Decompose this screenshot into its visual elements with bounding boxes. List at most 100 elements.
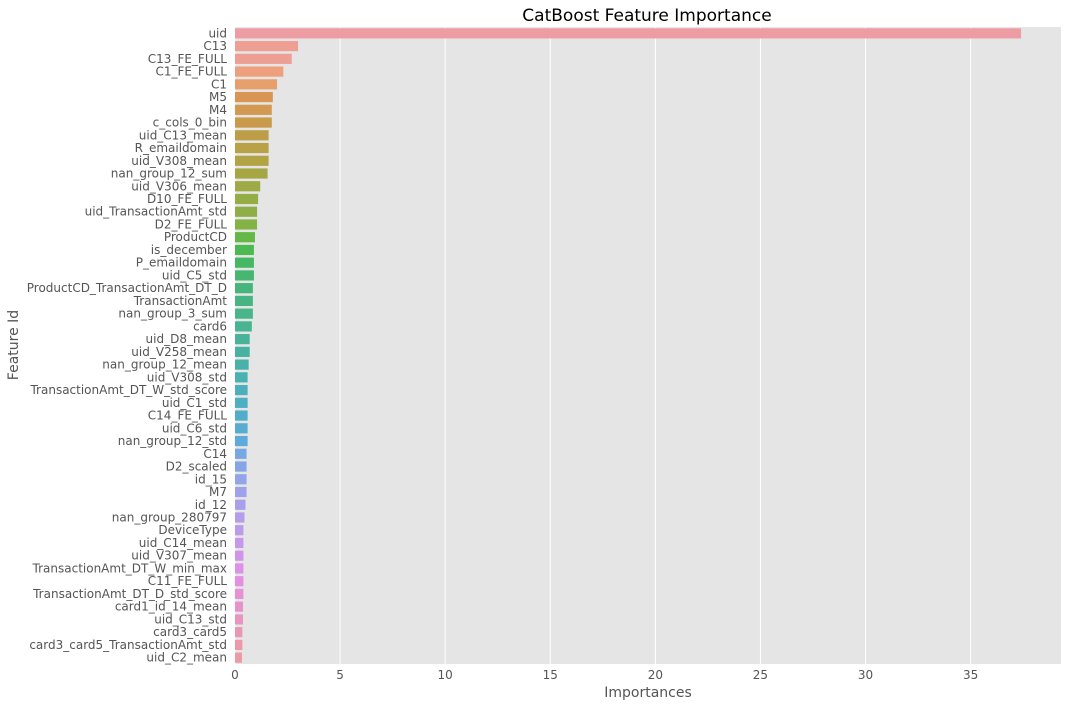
y-tick-label: C1_FE_FULL [155,65,227,79]
y-tick-label: card6 [193,319,227,333]
y-tick-label: TransactionAmt [133,294,228,308]
bar-uid_V307_mean [235,550,244,561]
bar-C1 [235,79,278,90]
y-tick-label: C11_FE_FULL [148,574,228,588]
y-tick-label: C13 [203,39,227,53]
y-tick-label: C14 [203,447,227,461]
y-tick-label: nan_group_12_std [118,434,227,448]
y-tick-label: nan_group_12_sum [111,167,227,181]
x-tick-label: 35 [963,668,978,682]
bar-card3_card5_TransactionAmt_std [235,639,243,650]
bar-uid_V308_mean [235,155,269,166]
x-tick-label: 25 [753,668,768,682]
y-tick-label: ProductCD_TransactionAmt_DT_D [27,281,227,295]
y-tick-label: D2_FE_FULL [155,217,228,231]
y-tick-label: uid_V306_mean [131,179,227,193]
bar-uid_D8_mean [235,334,250,345]
y-tick-label: uid_C14_mean [139,536,227,550]
y-tick-label: R_emaildomain [135,141,227,155]
y-tick-label: TransactionAmt_DT_W_min_max [32,561,227,575]
bar-DeviceType [235,525,244,536]
x-tick-label: 30 [858,668,873,682]
bar-is_december [235,244,254,256]
x-tick-label: 0 [231,668,239,682]
bar-C13 [235,41,299,52]
bar-nan_group_12_std [235,435,248,447]
bar-uid_C5_std [235,270,254,281]
y-tick-label: id_15 [195,472,227,486]
y-tick-label: uid_C6_std [162,421,227,435]
bar-uid_C13_mean [235,130,269,141]
y-tick-label: M4 [209,103,227,117]
bar-card1_id_14_mean [235,601,243,612]
bar-C1_FE_FULL [235,66,284,77]
bar-nan_group_3_sum [235,308,253,319]
bar-uid_V258_mean [235,346,250,357]
y-tick-label: ProductCD [164,230,227,244]
y-tick-label: C14_FE_FULL [148,409,228,423]
bar-C14_FE_FULL [235,410,248,421]
bar-uid_C6_std [235,423,248,434]
bar-c_cols_0_bin [235,117,272,128]
y-tick-label: TransactionAmt_DT_D_std_score [32,587,227,601]
bar-C13_FE_FULL [235,53,292,64]
bar-uid_V308_std [235,372,248,383]
y-tick-label: DeviceType [158,523,227,537]
bar-C11_FE_FULL [235,576,244,587]
y-tick-label: uid [208,26,227,40]
y-tick-label: uid_TransactionAmt_std [85,205,227,219]
bar-TransactionAmt_DT_W_min_max [235,563,244,574]
bar-C14 [235,448,247,459]
bar-nan_group_12_mean [235,359,249,370]
y-tick-label: M5 [209,90,227,104]
y-tick-label: c_cols_0_bin [153,116,227,130]
bar-uid [235,28,1022,39]
bar-D10_FE_FULL [235,193,259,205]
bar-nan_group_12_sum [235,168,268,179]
y-tick-label: uid_V307_mean [131,549,227,563]
x-tick-label: 15 [543,668,558,682]
bar-M4 [235,104,272,115]
bar-P_emaildomain [235,257,254,268]
bar-TransactionAmt_DT_W_std_score [235,384,248,396]
bars [235,28,1022,663]
y-tick-label: uid_C13_std [154,612,227,626]
y-tick-label: C13_FE_FULL [148,52,228,66]
bar-card6 [235,321,252,332]
y-tick-label: uid_V308_std [147,370,227,384]
y-tick-label: uid_C2_mean [146,651,227,665]
bar-R_emaildomain [235,142,269,154]
bar-M5 [235,91,273,103]
bar-id_12 [235,499,246,510]
bar-ProductCD [235,232,255,243]
bar-nan_group_280797 [235,512,245,523]
y-axis-label: Feature Id [6,310,22,380]
bar-D2_scaled [235,461,247,472]
bar-ProductCD_TransactionAmt_DT_D [235,283,253,294]
y-tick-label: card3_card5_TransactionAmt_std [29,638,227,652]
y-tick-label: is_december [151,243,227,257]
y-tick-label: uid_V258_mean [131,345,227,359]
y-tick-label: nan_group_280797 [112,510,227,524]
bar-uid_V306_mean [235,181,261,192]
bar-D2_FE_FULL [235,219,258,230]
bar-TransactionAmt_DT_D_std_score [235,588,244,600]
y-tick-label: uid_D8_mean [146,332,227,346]
y-tick-label: C1 [211,77,227,91]
bar-uid_TransactionAmt_std [235,206,258,217]
y-tick-label: TransactionAmt_DT_W_std_score [29,383,227,397]
x-axis-label: Importances [604,685,692,701]
gridlines [234,27,972,664]
plot-background [235,27,1061,664]
y-tick-labels: uidC13C13_FE_FULLC1_FE_FULLC1M5M4c_cols_… [27,26,228,664]
x-tick-label: 5 [336,668,344,682]
y-tick-label: uid_C5_std [162,268,227,282]
y-tick-label: card1_id_14_mean [115,600,227,614]
x-tick-label: 20 [648,668,663,682]
bar-TransactionAmt [235,295,253,307]
x-tick-labels: 0 5 10 15 20 25 30 35 [231,668,978,682]
y-tick-label: uid_C13_mean [139,128,227,142]
y-tick-label: P_emaildomain [136,256,227,270]
bar-uid_C14_mean [235,537,244,549]
bar-uid_C13_std [235,614,243,625]
